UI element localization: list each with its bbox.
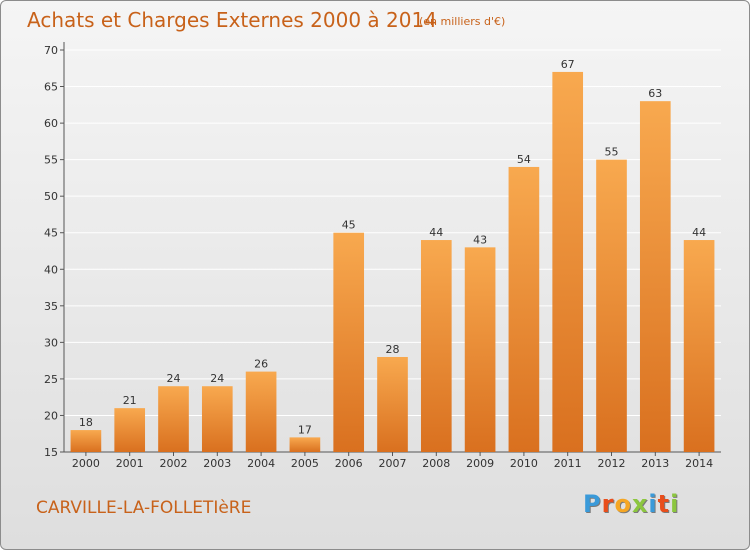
bar: [333, 232, 365, 452]
y-tick-label: 40: [44, 263, 58, 276]
bar: [464, 247, 496, 452]
x-tick-label: 2009: [466, 457, 494, 470]
logo-letter: o: [614, 490, 632, 518]
bar-value-label: 45: [342, 219, 356, 232]
bar-value-label: 43: [473, 233, 487, 246]
y-tick-label: 45: [44, 227, 58, 240]
logo-letter: r: [601, 490, 615, 518]
chart-subtitle: (en milliers d'€): [419, 15, 506, 28]
labels: 15 20 25 30 35 40 45 50 55 60 65 70 18 2000 21 2001 24 20…: [44, 44, 713, 470]
x-tick-label: 2011: [554, 457, 582, 470]
bar: [289, 437, 321, 452]
bar-value-label: 24: [210, 372, 224, 385]
logo-letter: x: [631, 490, 649, 518]
bar-value-label: 17: [298, 423, 312, 436]
logo-letter: t: [657, 490, 671, 518]
bar: [596, 159, 627, 453]
chart-title: Achats et Charges Externes 2000 à 2014: [27, 8, 437, 32]
bar: [420, 240, 452, 452]
x-tick-label: 2007: [379, 457, 407, 470]
bars: [70, 71, 715, 453]
bar-value-label: 21: [123, 394, 137, 407]
y-tick-label: 55: [44, 154, 58, 167]
y-tick-label: 65: [44, 81, 58, 94]
bar: [245, 371, 277, 452]
x-tick-label: 2001: [116, 457, 144, 470]
bar-value-label: 24: [167, 372, 181, 385]
bar: [377, 356, 408, 452]
bar: [158, 386, 189, 452]
x-tick-label: 2000: [72, 457, 100, 470]
y-tick-label: 70: [44, 44, 58, 57]
bar-value-label: 18: [79, 416, 93, 429]
x-tick-label: 2010: [510, 457, 538, 470]
x-tick-label: 2013: [641, 457, 669, 470]
proxiti-logo[interactable]: Proxiti: [583, 490, 679, 518]
bar: [508, 166, 540, 453]
bar: [114, 408, 146, 452]
bar: [639, 101, 671, 452]
logo-letter: P: [583, 490, 602, 518]
bar: [201, 386, 233, 452]
x-tick-label: 2002: [160, 457, 188, 470]
bar-value-label: 54: [517, 153, 531, 166]
y-tick-label: 60: [44, 117, 58, 130]
bar: [552, 71, 584, 452]
y-tick-label: 25: [44, 373, 58, 386]
bar-value-label: 67: [561, 58, 575, 71]
x-tick-label: 2005: [291, 457, 319, 470]
bar-value-label: 44: [429, 226, 443, 239]
y-tick-label: 20: [44, 409, 58, 422]
y-tick-label: 35: [44, 300, 58, 313]
bar-value-label: 63: [648, 87, 662, 100]
x-tick-label: 2014: [685, 457, 713, 470]
x-tick-label: 2004: [247, 457, 275, 470]
bar-value-label: 28: [386, 343, 400, 356]
y-tick-label: 50: [44, 190, 58, 203]
y-tick-label: 30: [44, 336, 58, 349]
bar-value-label: 26: [254, 358, 268, 371]
bar-value-label: 44: [692, 226, 706, 239]
logo-letter: i: [670, 490, 680, 518]
bar: [683, 240, 715, 452]
y-tick-label: 15: [44, 446, 58, 459]
x-tick-label: 2006: [335, 457, 363, 470]
bar-value-label: 55: [605, 146, 619, 159]
logo-letter: i: [648, 490, 658, 518]
x-tick-label: 2008: [422, 457, 450, 470]
place-name: CARVILLE-LA-FOLLETIèRE: [36, 498, 252, 518]
x-tick-label: 2003: [203, 457, 231, 470]
bar: [70, 430, 102, 452]
x-tick-label: 2012: [598, 457, 626, 470]
